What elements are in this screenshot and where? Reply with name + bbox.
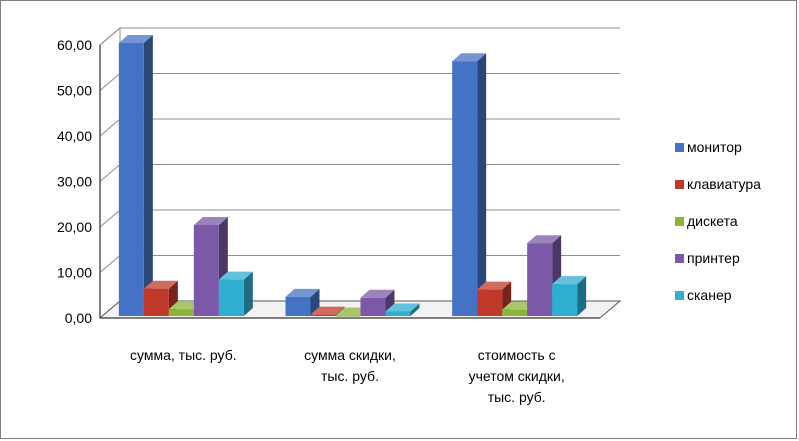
legend-label: клавиатура [687,176,761,192]
y-tick-label: 20,00 [57,219,92,235]
gridline-side [99,164,121,182]
bar-side [577,276,587,316]
legend-swatch [675,143,684,152]
bar-клавиатура [143,288,169,316]
bar-принтер [360,297,386,316]
y-tick-label: 40,00 [57,128,92,144]
bar-сканер [552,284,578,316]
bar-side [477,53,487,316]
y-tick-label: 0,00 [65,310,92,326]
bar-монитор [285,296,311,316]
gridline-side [99,255,121,273]
bar-top [310,306,345,315]
bar-принтер [527,243,553,316]
bar-top [218,271,253,280]
bar-top [477,281,512,290]
legend-swatch [675,217,684,226]
legend-swatch [675,180,684,189]
bar-top [360,289,395,298]
bar-монитор [452,61,478,317]
legend-label: сканер [687,287,732,303]
bar-side [143,35,153,316]
bar-top [193,217,228,225]
bar-top [143,280,178,289]
category-label: стоимость с [478,347,556,363]
legend-label: принтер [687,250,740,266]
y-tick-label: 60,00 [57,37,92,53]
y-tick-label: 50,00 [57,83,92,99]
category-label: тыс. руб. [488,389,546,405]
category-label: сумма, тыс. руб. [130,347,237,363]
gridline-side [99,73,121,91]
category-label: тыс. руб. [321,368,379,384]
gridline-side [99,118,121,137]
legend-swatch [675,291,684,300]
bar-top [285,288,320,297]
legend-label: монитор [687,139,742,155]
bar-top [527,235,562,244]
bar-клавиатура [477,289,503,316]
bar-top [118,35,153,43]
bar-top [385,303,420,312]
y-tick-label: 30,00 [57,174,92,190]
bar-top [452,53,487,62]
bar-сканер [218,279,244,316]
bar-сканер [385,311,411,316]
bar-монитор [118,43,144,316]
gridline-side [99,209,121,228]
legend-label: дискета [687,213,738,229]
side-wall-top [99,27,121,46]
category-label: учетом скидки, [469,368,565,384]
bar-принтер [193,225,219,316]
bar-side [410,303,420,316]
category-label: сумма скидки, [304,347,396,363]
bar-дискета [502,309,528,316]
bar-дискета [168,309,194,316]
bar-top [552,276,587,285]
legend-swatch [675,254,684,263]
bar-side [243,271,253,316]
bar-дискета [335,315,361,317]
bar-клавиатура [310,314,336,316]
y-tick-label: 10,00 [57,265,92,281]
